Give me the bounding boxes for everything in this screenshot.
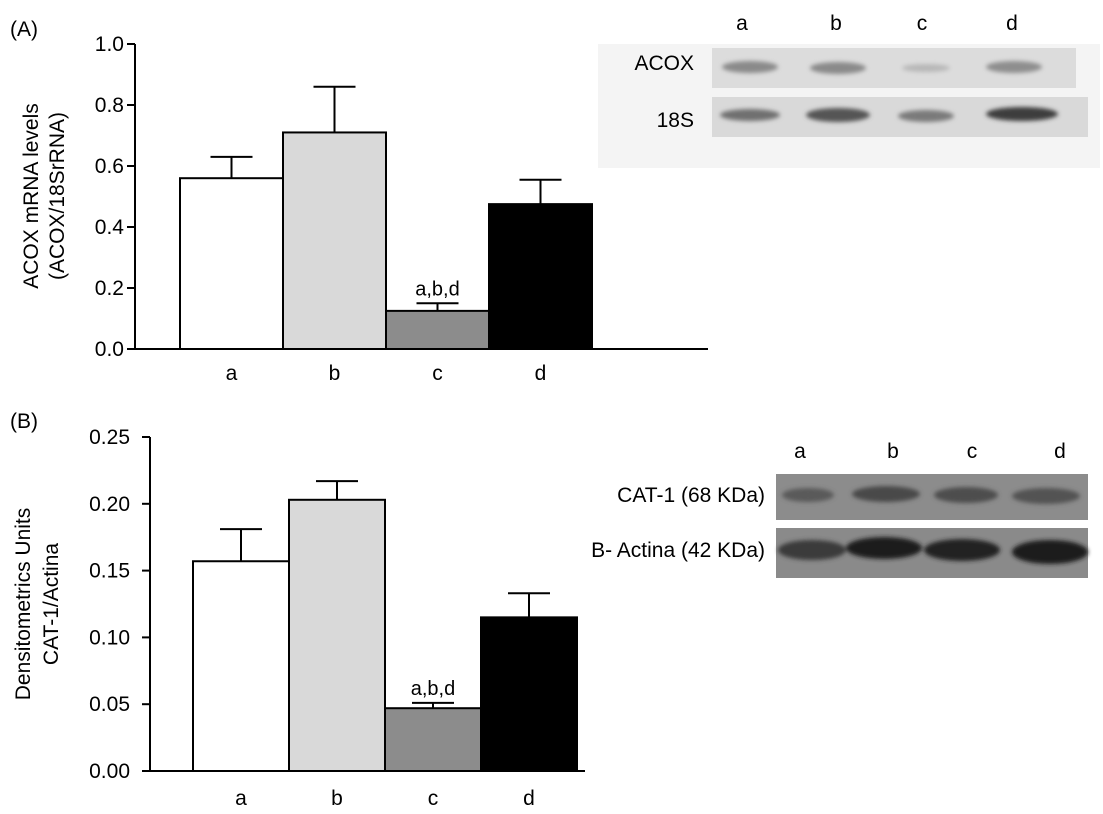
charta-y-tick-label: 0.8 xyxy=(95,94,124,117)
blot-a-lane-c: c xyxy=(917,12,928,35)
charta-y-tick-label: 0.6 xyxy=(95,155,124,178)
blot-a-row-acox: ACOX xyxy=(634,52,694,75)
chartb-y-tick-label: 0.05 xyxy=(89,693,130,716)
charta-x-tick-label: d xyxy=(535,362,547,385)
blot-b-lane-d: d xyxy=(1054,440,1066,463)
blot-a-lane-d: d xyxy=(1006,12,1018,35)
chartb-x-tick-label: a xyxy=(235,787,247,810)
charta-x-tick-label: a xyxy=(226,362,238,385)
charta-bar-b xyxy=(282,131,387,350)
ylabel-a-line1: ACOX mRNA levels xyxy=(20,103,43,289)
charta-x-tick-label: b xyxy=(329,362,341,385)
charta-bar-d xyxy=(488,203,593,350)
blot-a-lane-b: b xyxy=(830,12,842,35)
blot-b-row-cat1: CAT-1 (68 KDa) xyxy=(617,484,765,507)
western-blot-a: a b c d ACOX 18S xyxy=(598,12,1100,168)
chartb-bar-d xyxy=(480,616,578,772)
ylabel-b-line1: Densitometrics Units xyxy=(12,508,35,701)
charta-y-tick-label: 1.0 xyxy=(95,33,124,56)
blot-b-lane-b: b xyxy=(887,440,899,463)
charta-y-tick-label: 0.2 xyxy=(95,277,124,300)
chartb-bar-a xyxy=(192,560,290,772)
bar-chart-b: Densitometrics Units CAT-1/Actina 0.00 0.… xyxy=(12,426,585,810)
panel-label-a: (A) xyxy=(10,18,38,41)
charta-y-tick-label: 0.4 xyxy=(95,216,125,239)
blot-a-row-18s: 18S xyxy=(657,109,694,132)
charta-bar-c xyxy=(385,309,490,350)
blot-b-row-actina: B- Actina (42 KDa) xyxy=(591,539,765,562)
blot-b-lane-a: a xyxy=(794,440,806,463)
bar-chart-a: ACOX mRNA levels (ACOX/18SrRNA) 0.0 0.2 0.… xyxy=(20,33,708,385)
blot-b-lane-c: c xyxy=(967,440,978,463)
chartb-y-tick-label: 0.20 xyxy=(89,493,130,516)
chartb-significance-label: a,b,d xyxy=(411,678,455,700)
chartb-y-tick-label: 0.00 xyxy=(89,760,130,783)
chartb-y-tick-label: 0.25 xyxy=(89,426,130,449)
chartb-x-tick-label: c xyxy=(428,787,439,810)
charta-y-tick-label: 0.0 xyxy=(95,338,124,361)
ylabel-b-line2: CAT-1/Actina xyxy=(40,543,63,665)
chartb-x-tick-label: d xyxy=(523,787,535,810)
ylabel-a-line2: (ACOX/18SrRNA) xyxy=(46,112,69,280)
panel-label-b: (B) xyxy=(10,410,38,433)
western-blot-b: a b c d CAT-1 (68 KDa) B- Actina (42 KDa… xyxy=(591,440,1088,578)
charta-bar-a xyxy=(179,177,284,350)
charta-significance-label: a,b,d xyxy=(415,278,459,300)
chartb-x-tick-label: b xyxy=(331,787,343,810)
chartb-y-tick-label: 0.15 xyxy=(89,560,130,583)
chartb-y-tick-label: 0.10 xyxy=(89,626,130,649)
charta-x-tick-label: c xyxy=(432,362,443,385)
chartb-bar-c xyxy=(384,707,482,773)
chartb-bar-b xyxy=(288,498,386,772)
blot-a-lane-a: a xyxy=(736,12,748,35)
